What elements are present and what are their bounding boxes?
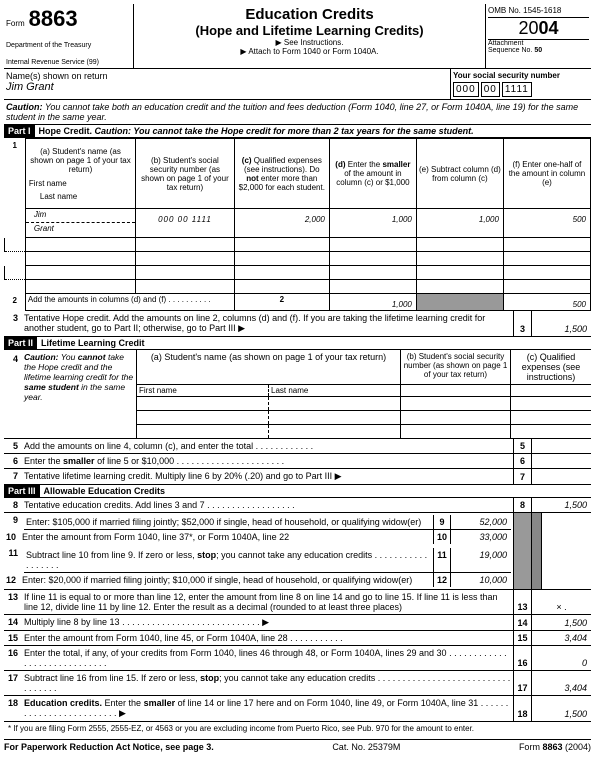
line2-f: 500 — [503, 294, 590, 311]
student1-c: 2,000 — [234, 209, 329, 238]
line15-row: 15 Enter the amount from Form 1040, line… — [4, 631, 591, 646]
line2-shade — [416, 294, 503, 311]
col-d-header: (d) Enter the smaller of the amount in c… — [329, 139, 416, 209]
line18-text: Education credits. Enter the smaller of … — [22, 696, 513, 721]
line10-text: Enter the amount from Form 1040, line 37… — [20, 530, 433, 544]
line12-text: Enter: $20,000 if married filing jointly… — [20, 573, 433, 587]
part2-grid: 4 Caution: You cannot take the Hope cred… — [4, 350, 591, 439]
line4-num: 4 — [4, 350, 22, 438]
tax-year: 2004 — [488, 18, 589, 40]
line11-12-row: 11 Subtract line 10 from line 9. If zero… — [4, 546, 591, 590]
line2-num: 2 — [5, 294, 26, 311]
student1-name: Jim Grant — [25, 209, 135, 238]
col-c-header: (c) Qualified expenses (see instructions… — [234, 139, 329, 209]
sequence-no: Sequence No. 50 — [488, 47, 589, 54]
line3-val: 1,500 — [531, 311, 591, 336]
ssn-label: Your social security number — [453, 71, 589, 80]
line16-text: Enter the total, if any, of your credits… — [22, 646, 513, 670]
col-a-header: (a) Student's name (as shown on page 1 o… — [25, 139, 135, 209]
taxpayer-name: Jim Grant — [6, 81, 448, 93]
p2-col-b: (b) Student's social security number (as… — [401, 350, 511, 384]
part2-columns: (a) Student's name (as shown on page 1 o… — [137, 350, 591, 438]
line3-text: Tentative Hope credit. Add the amounts o… — [22, 311, 513, 336]
p2-ln-label: Last name — [269, 385, 401, 396]
instr-2: ▶ Attach to Form 1040 or Form 1040A. — [136, 47, 483, 56]
line18-row: 18 Education credits. Enter the smaller … — [4, 696, 591, 722]
col-b-header: (b) Student's social security number (as… — [136, 139, 235, 209]
line1-num: 1 — [5, 139, 26, 238]
line5-text: Add the amounts on line 4, column (c), a… — [22, 439, 513, 453]
form-number: 8863 — [29, 6, 78, 32]
omb-number: OMB No. 1545-1618 — [488, 6, 589, 18]
name-label: Name(s) shown on return — [6, 71, 448, 81]
col-f-header: (f) Enter one-half of the amount in colu… — [503, 139, 590, 209]
line15-text: Enter the amount from Form 1040, line 45… — [22, 631, 513, 645]
footnote: * If you are filing Form 2555, 2555-EZ, … — [4, 722, 591, 735]
part2-title: Lifetime Learning Credit — [37, 338, 145, 348]
name-ssn-row: Name(s) shown on return Jim Grant Your s… — [4, 69, 591, 100]
form-label: Form — [6, 19, 25, 28]
part1-badge: Part I — [4, 125, 35, 137]
line5-row: 5 Add the amounts on line 4, column (c),… — [4, 439, 591, 454]
line2-text: Add the amounts in columns (d) and (f) .… — [25, 294, 234, 311]
student1-f: 500 — [503, 209, 590, 238]
line13-row: 13 If line 11 is equal to or more than l… — [4, 590, 591, 615]
line2-d: 1,000 — [329, 294, 416, 311]
line16-row: 16 Enter the total, if any, of your cred… — [4, 646, 591, 671]
line9-text: Enter: $105,000 if married filing jointl… — [24, 515, 433, 529]
part2-badge: Part II — [4, 337, 37, 349]
footer-left: For Paperwork Reduction Act Notice, see … — [4, 742, 214, 752]
part3-badge: Part III — [4, 485, 40, 497]
main-caution: Caution: You cannot take both an educati… — [4, 100, 591, 125]
line9-10-row: 9 Enter: $105,000 if married filing join… — [4, 513, 591, 546]
header-right: OMB No. 1545-1618 2004 Attachment Sequen… — [486, 4, 591, 68]
line13-text: If line 11 is equal to or more than line… — [22, 590, 513, 614]
part2-caution: Caution: You cannot take the Hope credit… — [22, 350, 137, 438]
p2-col-c: (c) Qualified expenses (see instructions… — [511, 350, 591, 384]
footer-center: Cat. No. 25379M — [332, 742, 400, 752]
header-center: Education Credits (Hope and Lifetime Lea… — [134, 4, 486, 68]
line11-text: Subtract line 10 from line 9. If zero or… — [24, 548, 433, 572]
dept-line1: Department of the Treasury — [6, 42, 131, 49]
line3-row: 3 Tentative Hope credit. Add the amounts… — [4, 311, 591, 337]
part2-header: Part II Lifetime Learning Credit — [4, 337, 591, 350]
part3-title: Allowable Education Credits — [40, 486, 166, 496]
line17-row: 17 Subtract line 16 from line 15. If zer… — [4, 671, 591, 696]
instr-1: ▶ See Instructions. — [136, 38, 483, 47]
line3-num: 3 — [4, 311, 22, 336]
name-section: Name(s) shown on return Jim Grant — [4, 69, 451, 99]
part1-title: Hope Credit. Caution: You cannot take th… — [35, 126, 474, 136]
line14-text: Multiply line 8 by line 13 . . . . . . .… — [22, 615, 513, 630]
part1-table: 1 (a) Student's name (as shown on page 1… — [4, 138, 591, 311]
form-header: Form 8863 Department of the Treasury Int… — [4, 4, 591, 69]
col-e-header: (e) Subtract column (d) from column (c) — [416, 139, 503, 209]
attachment-label: Attachment — [488, 40, 589, 47]
line17-text: Subtract line 16 from line 15. If zero o… — [22, 671, 513, 695]
dept-line2: Internal Revenue Service (99) — [6, 59, 131, 66]
part1-header: Part I Hope Credit. Caution: You cannot … — [4, 125, 591, 138]
part3-header: Part III Allowable Education Credits — [4, 485, 591, 498]
line14-row: 14 Multiply line 8 by line 13 . . . . . … — [4, 615, 591, 631]
p2-fn-label: First name — [137, 385, 269, 396]
line6-row: 6 Enter the smaller of line 5 or $10,000… — [4, 454, 591, 469]
header-left: Form 8863 Department of the Treasury Int… — [4, 4, 134, 68]
line2-box: 2 — [234, 294, 329, 311]
p2-col-a: (a) Student's name (as shown on page 1 o… — [137, 350, 401, 384]
footer-right: Form 8863 (2004) — [519, 742, 591, 752]
line6-text: Enter the smaller of line 5 or $10,000 .… — [22, 454, 513, 468]
form-subtitle: (Hope and Lifetime Learning Credits) — [136, 23, 483, 38]
ssn-section: Your social security number 000 00 1111 — [451, 69, 591, 99]
line3-box: 3 — [513, 311, 531, 336]
page-footer: For Paperwork Reduction Act Notice, see … — [4, 739, 591, 752]
line8-text: Tentative education credits. Add lines 3… — [22, 498, 513, 512]
ssn-value: 000 00 1111 — [453, 80, 589, 97]
form-title: Education Credits — [136, 6, 483, 23]
line8-row: 8 Tentative education credits. Add lines… — [4, 498, 591, 513]
line7-row: 7 Tentative lifetime learning credit. Mu… — [4, 469, 591, 485]
student1-e: 1,000 — [416, 209, 503, 238]
student1-d: 1,000 — [329, 209, 416, 238]
line7-text: Tentative lifetime learning credit. Mult… — [22, 469, 513, 484]
student1-ssn: 000 00 1111 — [136, 209, 235, 238]
